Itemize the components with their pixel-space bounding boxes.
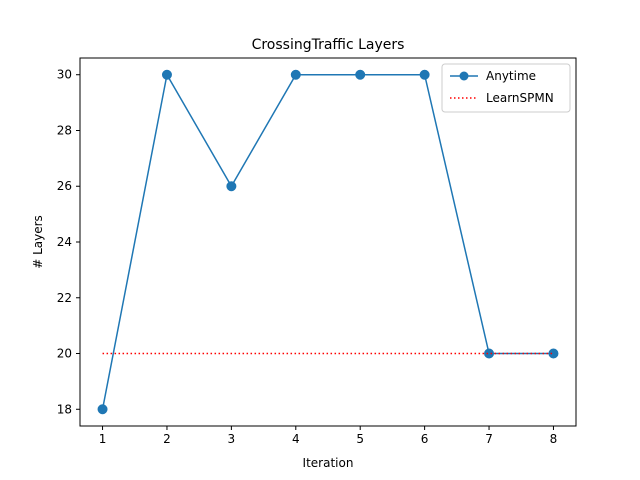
data-point-anytime [161,69,172,80]
legend-label-anytime: Anytime [486,69,536,83]
x-tick-label: 6 [421,432,429,446]
x-tick-label: 2 [163,432,171,446]
legend: Anytime LearnSPMN [441,63,571,113]
x-tick-label: 1 [99,432,107,446]
x-tick-label: 3 [228,432,236,446]
plot-area: 1 2 3 4 5 6 7 8 18 20 22 24 26 28 30 [57,57,577,446]
x-tick-label: 5 [356,432,364,446]
x-axis-title: Iteration [303,456,354,470]
data-point-anytime [290,69,301,80]
data-point-anytime [419,69,430,80]
data-point-anytime [484,348,495,359]
data-point-anytime [97,404,108,415]
x-tick-label: 7 [485,432,493,446]
y-tick-label: 26 [57,179,72,193]
y-tick-label: 24 [57,235,72,249]
chart-title: CrossingTraffic Layers [252,37,405,53]
legend-label-learnspmn: LearnSPMN [486,91,554,105]
y-tick-label: 30 [57,68,72,82]
data-point-anytime [548,348,559,359]
data-point-anytime [355,69,366,80]
y-axis-title: # Layers [31,215,45,269]
series-line-anytime [101,72,554,410]
y-tick-label: 22 [57,291,72,305]
y-tick-label: 20 [57,347,72,361]
data-point-anytime [226,181,237,192]
x-tick-label: 8 [550,432,558,446]
y-tick-label: 18 [57,402,72,416]
x-tick-label: 4 [292,432,300,446]
legend-marker-anytime [459,71,469,81]
y-tick-label: 28 [57,123,72,137]
